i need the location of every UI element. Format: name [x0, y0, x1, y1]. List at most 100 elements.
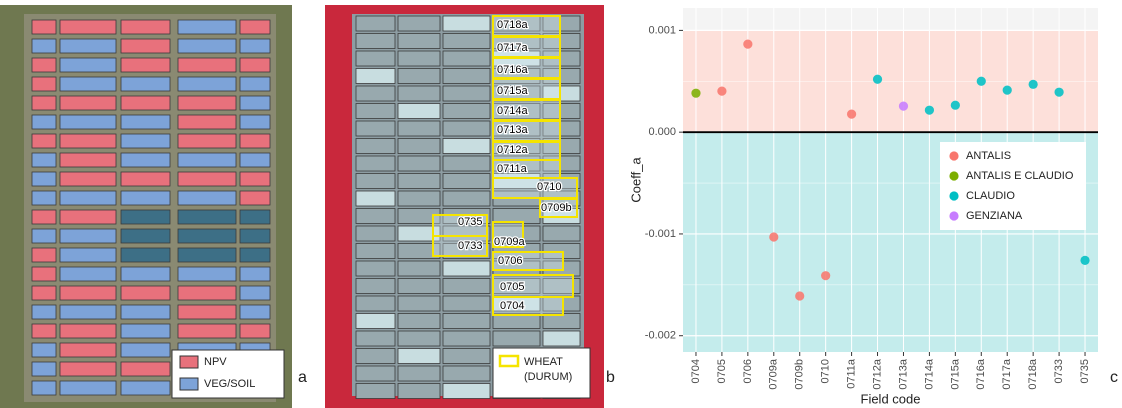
- field-block: [240, 305, 270, 319]
- field-block: [32, 229, 56, 243]
- field-block: [121, 362, 170, 376]
- field-block: [60, 191, 116, 205]
- legend-label: GENZIANA: [966, 210, 1023, 222]
- field-block: [60, 362, 116, 376]
- field-block: [240, 96, 270, 110]
- legend-label: (DURUM): [524, 371, 572, 383]
- legend-swatch: [180, 378, 198, 390]
- point: [691, 89, 700, 98]
- x-tick-label: 0705: [716, 359, 728, 383]
- point: [951, 101, 960, 110]
- x-tick-label: 0711a: [846, 358, 858, 389]
- field-block: [121, 210, 170, 224]
- x-tick-label: 0714a: [923, 358, 935, 389]
- field-block: [356, 244, 395, 259]
- x-tick-label: 0709a: [768, 358, 780, 389]
- point: [899, 102, 908, 111]
- field-block: [60, 77, 116, 91]
- field-block: [398, 121, 440, 136]
- field-block: [178, 267, 236, 281]
- field-block: [398, 69, 440, 84]
- field-block: [121, 134, 170, 148]
- point: [977, 77, 986, 86]
- field-block: [443, 349, 490, 364]
- field-block: [178, 210, 236, 224]
- field-block: [60, 134, 116, 148]
- field-label: 0715a: [497, 85, 528, 97]
- field-block: [398, 349, 440, 364]
- x-axis-title: Field code: [861, 391, 921, 406]
- field-block: [121, 248, 170, 262]
- field-block: [356, 174, 395, 189]
- field-block: [398, 384, 440, 399]
- field-block: [60, 286, 116, 300]
- field-block: [443, 261, 490, 276]
- legend-swatch: [180, 356, 198, 368]
- point: [1003, 86, 1012, 95]
- field-block: [443, 34, 490, 49]
- field-block: [32, 39, 56, 53]
- field-block: [443, 296, 490, 311]
- field-label: 0733: [458, 240, 482, 252]
- field-block: [32, 96, 56, 110]
- legend-label: VEG/SOIL: [204, 378, 255, 390]
- field-block: [443, 104, 490, 119]
- field-block: [240, 286, 270, 300]
- legend-label: CLAUDIO: [966, 190, 1015, 202]
- field-block: [398, 34, 440, 49]
- point: [795, 291, 804, 300]
- field-block: [178, 305, 236, 319]
- field-block: [240, 134, 270, 148]
- field-block: [178, 58, 236, 72]
- field-block: [240, 229, 270, 243]
- x-tick-label: 0713a: [897, 358, 909, 389]
- field-block: [178, 39, 236, 53]
- field-block: [121, 172, 170, 186]
- field-block: [178, 286, 236, 300]
- field-block: [178, 134, 236, 148]
- point: [925, 106, 934, 115]
- field-block: [121, 267, 170, 281]
- y-tick-label: 0.000: [648, 126, 676, 138]
- field-block: [398, 191, 440, 206]
- field-block: [240, 267, 270, 281]
- field-block: [356, 349, 395, 364]
- field-label: 0709b: [541, 202, 572, 214]
- field-block: [443, 331, 490, 346]
- field-block: [60, 305, 116, 319]
- legend-swatch: [500, 356, 518, 366]
- field-label: 0717a: [497, 42, 528, 54]
- field-block: [178, 248, 236, 262]
- field-block: [398, 174, 440, 189]
- field-block: [178, 191, 236, 205]
- field-block: [60, 229, 116, 243]
- field-block: [32, 248, 56, 262]
- x-tick-label: 0715a: [949, 358, 961, 389]
- field-block: [543, 226, 580, 241]
- field-block: [443, 384, 490, 399]
- field-block: [32, 210, 56, 224]
- field-label: 0710: [537, 181, 561, 193]
- point: [769, 232, 778, 241]
- x-tick-label: 0712a: [871, 358, 883, 389]
- field-block: [240, 153, 270, 167]
- panel-letter: b: [606, 369, 615, 386]
- field-block: [60, 381, 116, 395]
- field-block: [443, 69, 490, 84]
- field-block: [398, 156, 440, 171]
- field-block: [121, 229, 170, 243]
- field-block: [121, 381, 170, 395]
- field-block: [398, 16, 440, 31]
- field-block: [398, 279, 440, 294]
- field-block: [32, 172, 56, 186]
- field-label: 0713a: [497, 124, 528, 136]
- y-tick-label: -0.002: [645, 330, 676, 342]
- field-block: [60, 96, 116, 110]
- field-block: [356, 209, 395, 224]
- field-block: [398, 104, 440, 119]
- field-block: [240, 210, 270, 224]
- field-block: [356, 156, 395, 171]
- field-block: [121, 305, 170, 319]
- field-block: [240, 172, 270, 186]
